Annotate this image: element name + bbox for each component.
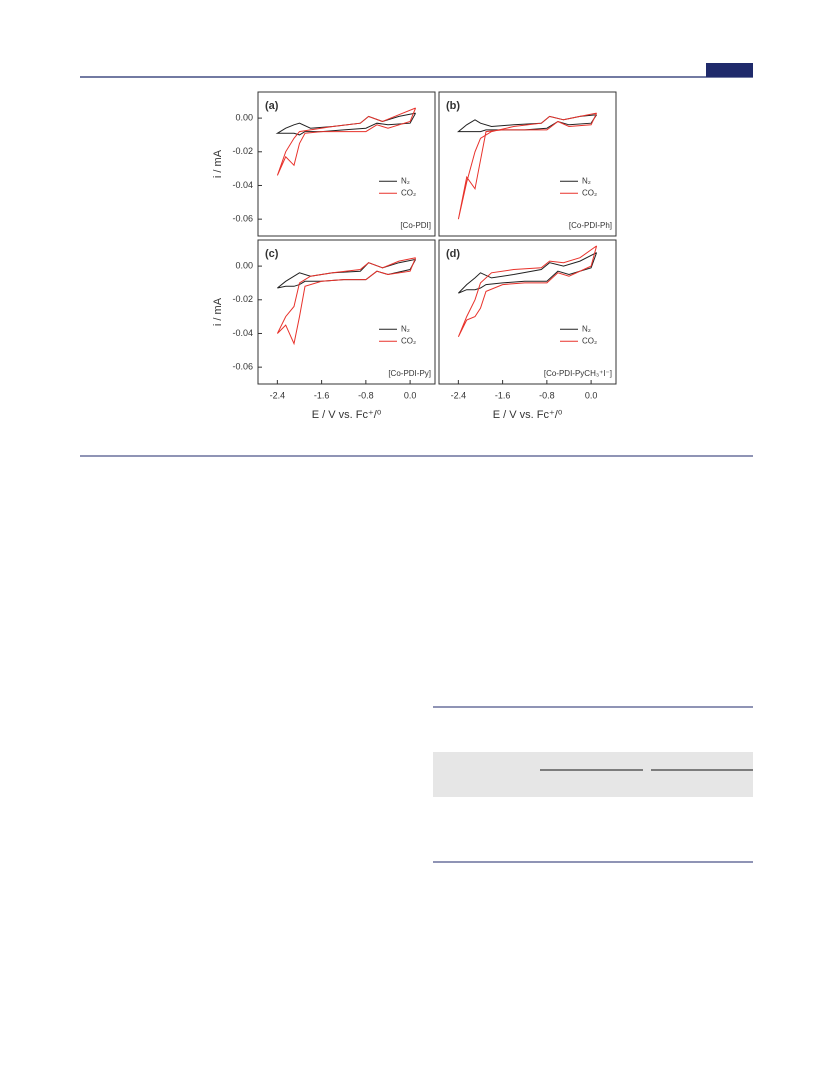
panel-annotation: [Co-PDI-Py]: [388, 369, 431, 378]
y-tick-label: -0.06: [232, 214, 253, 224]
legend-label: CO₂: [582, 336, 597, 345]
y-tick-label: -0.04: [232, 328, 253, 338]
legend-label: CO₂: [582, 188, 597, 197]
legend-label: N₂: [401, 324, 410, 333]
y-tick-label: -0.02: [232, 146, 253, 156]
x-tick-label: -2.4: [451, 390, 467, 400]
cv-curve: [457, 245, 598, 338]
panel-label: (b): [446, 100, 460, 112]
x-tick-label: -1.6: [314, 390, 330, 400]
y-tick-label: -0.06: [232, 362, 253, 372]
x-tick-label: -1.6: [495, 390, 511, 400]
header-tab: [706, 63, 753, 77]
plot-frame: [257, 239, 436, 385]
x-tick-label: -0.8: [358, 390, 374, 400]
plot-frame: [438, 91, 617, 237]
legend-label: CO₂: [401, 336, 416, 345]
y-tick-label: -0.02: [232, 294, 253, 304]
panel-label: (c): [265, 248, 279, 260]
y-axis-label: i / mA: [212, 149, 224, 178]
plot-frame: [257, 91, 436, 237]
cv-curve: [458, 252, 598, 294]
y-tick-label: 0.00: [235, 260, 253, 270]
x-tick-label: 0.0: [585, 390, 598, 400]
x-axis-label: E / V vs. Fc⁺/⁰: [493, 409, 563, 421]
y-tick-label: -0.04: [232, 180, 253, 190]
cv-curve: [457, 112, 598, 220]
x-tick-label: -2.4: [270, 390, 286, 400]
panel-label: (d): [446, 248, 460, 260]
legend-label: N₂: [401, 176, 410, 185]
legend-label: N₂: [582, 324, 591, 333]
y-axis-label: i / mA: [212, 297, 224, 326]
x-tick-label: 0.0: [404, 390, 417, 400]
table-header-band: [433, 752, 753, 797]
panel-annotation: [Co-PDI-Ph]: [569, 221, 612, 230]
x-axis-label: E / V vs. Fc⁺/⁰: [312, 409, 382, 421]
x-tick-label: -0.8: [539, 390, 555, 400]
panel-annotation: [Co-PDI-PyCH₃⁺I⁻]: [544, 369, 612, 378]
cv-curve: [276, 107, 417, 176]
cv-curve: [276, 257, 417, 346]
legend-label: CO₂: [401, 188, 416, 197]
panel-label: (a): [265, 100, 279, 112]
y-tick-label: 0.00: [235, 112, 253, 122]
plot-frame: [438, 239, 617, 385]
legend-label: N₂: [582, 176, 591, 185]
panel-annotation: [Co-PDI]: [400, 221, 431, 230]
